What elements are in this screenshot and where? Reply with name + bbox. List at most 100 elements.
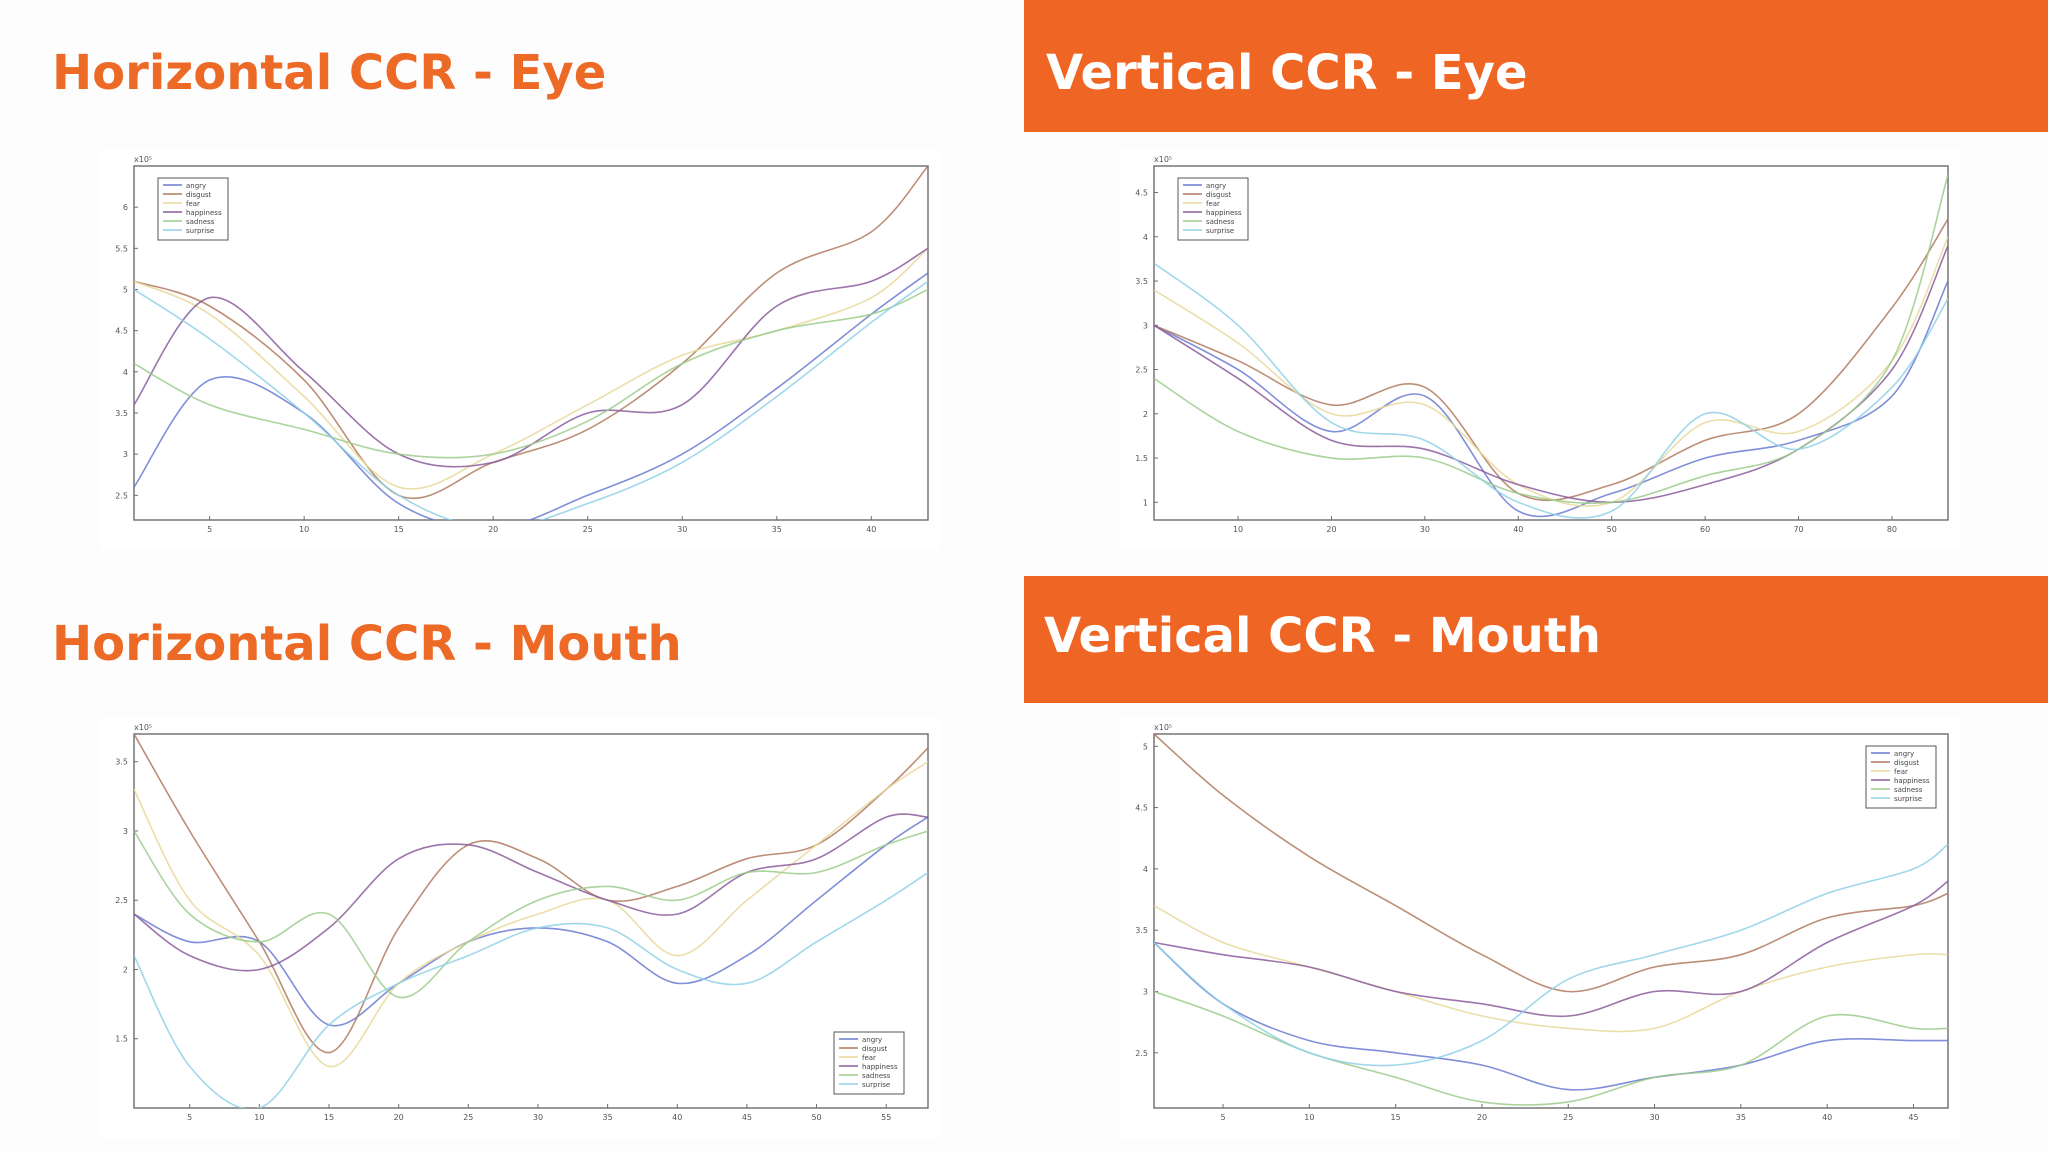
legend-entry-fear: fear: [1894, 768, 1908, 776]
y-tick-label: 4: [1143, 233, 1148, 242]
x-tick-label: 20: [488, 525, 498, 534]
series-line-disgust: [134, 734, 928, 1054]
legend-entry-happiness: happiness: [862, 1063, 898, 1071]
legend-entry-surprise: surprise: [1206, 227, 1234, 235]
x-tick-label: 50: [811, 1113, 821, 1122]
series-line-happiness: [1154, 880, 1948, 1018]
legend-entry-disgust: disgust: [1206, 191, 1232, 199]
title-band-vertical-eye: Vertical CCR - Eye: [1024, 0, 2048, 132]
series-line-fear: [134, 761, 928, 1068]
y-tick-label: 3: [123, 450, 128, 459]
legend-entry-disgust: disgust: [1894, 759, 1920, 767]
legend-entry-happiness: happiness: [1894, 777, 1930, 785]
x-tick-label: 10: [1304, 1113, 1314, 1122]
y-tick-label: 3.5: [115, 758, 128, 767]
y-tick-label: 1: [1143, 498, 1148, 507]
plot-area: [133, 733, 929, 1109]
y-tick-label: 6: [123, 203, 128, 212]
x-tick-label: 10: [254, 1113, 264, 1122]
y-tick-label: 1.5: [1135, 454, 1148, 463]
x-tick-label: 15: [394, 525, 404, 534]
legend-entry-angry: angry: [186, 182, 206, 190]
series-line-surprise: [134, 280, 928, 520]
series-line-happiness: [1154, 245, 1948, 504]
x-tick-label: 70: [1793, 525, 1803, 534]
x-tick-label: 30: [533, 1113, 543, 1122]
legend-entry-fear: fear: [862, 1054, 876, 1062]
series-line-surprise: [1154, 843, 1948, 1067]
series-line-angry: [1154, 941, 1948, 1091]
chart-svg: x10⁵ 5 10 15 20 25 30 35 40 45 50 55 1.5 2 2.5 3 3.5 angr…: [115, 723, 929, 1122]
legend-entry-surprise: surprise: [186, 227, 214, 235]
chart-horizontal-mouth: x10⁵ 5 10 15 20 25 30 35 40 45 50 55 1.5 2 2.5 3 3.5 angr…: [100, 718, 940, 1138]
chart-vertical-eye: x10⁵ 10 20 30 40 50 60 70 80 1 1.5 2 2.5 3 3.5 4 4.5 angr…: [1120, 150, 1960, 550]
x-tick-label: 30: [1420, 525, 1430, 534]
y-tick-label: 2.5: [115, 491, 128, 500]
plot-area: [133, 165, 929, 521]
legend-entry-fear: fear: [186, 200, 200, 208]
series-line-sadness: [1154, 174, 1948, 505]
x-tick-label: 35: [1736, 1113, 1746, 1122]
axis-exponent-label: x10⁵: [134, 155, 152, 164]
chart-horizontal-eye: x10⁵ 5 10 15 20 25 30 35 40 2.5 3 3.5 4 4.5 5 5.5 6 angry…: [100, 150, 940, 550]
x-tick-label: 45: [742, 1113, 752, 1122]
y-tick-label: 2: [1143, 410, 1148, 419]
chart-vertical-mouth: x10⁵ 5 10 15 20 25 30 35 40 45 2.5 3 3.5 4 4.5 5 angry di…: [1120, 718, 1960, 1138]
series-line-fear: [1154, 236, 1948, 507]
legend-entry-sadness: sadness: [862, 1072, 891, 1080]
chart-title-vertical-mouth: Vertical CCR - Mouth: [1044, 608, 1601, 664]
chart-svg: x10⁵ 5 10 15 20 25 30 35 40 45 2.5 3 3.5 4 4.5 5 angrydi…: [1135, 723, 1949, 1122]
y-tick-label: 3.5: [1135, 277, 1148, 286]
legend-box: [157, 177, 229, 241]
x-tick-label: 40: [866, 525, 876, 534]
y-tick-label: 4: [1143, 865, 1148, 874]
x-tick-label: 5: [1220, 1113, 1225, 1122]
plot-area: [1153, 733, 1949, 1109]
legend-entry-sadness: sadness: [1894, 786, 1923, 794]
y-tick-label: 5: [1143, 742, 1148, 751]
y-tick-label: 4.5: [1135, 804, 1148, 813]
series-line-angry: [134, 272, 928, 520]
chart-title-vertical-eye: Vertical CCR - Eye: [1046, 45, 1528, 101]
legend-entry-sadness: sadness: [1206, 218, 1235, 226]
x-tick-label: 40: [672, 1113, 682, 1122]
x-tick-label: 60: [1700, 525, 1710, 534]
legend-entry-surprise: surprise: [862, 1081, 890, 1089]
chart-title-horizontal-mouth: Horizontal CCR - Mouth: [52, 616, 682, 672]
y-tick-label: 5.5: [115, 244, 128, 253]
x-tick-label: 15: [1391, 1113, 1401, 1122]
axis-exponent-label: x10⁵: [134, 723, 152, 732]
y-tick-label: 3.5: [1135, 926, 1148, 935]
x-tick-label: 40: [1513, 525, 1523, 534]
x-tick-label: 25: [463, 1113, 473, 1122]
x-tick-label: 20: [1477, 1113, 1487, 1122]
axis-exponent-label: x10⁵: [1154, 155, 1172, 164]
legend-entry-fear: fear: [1206, 200, 1220, 208]
x-tick-label: 15: [324, 1113, 334, 1122]
series-line-surprise: [134, 871, 928, 1108]
chart-svg: x10⁵ 10 20 30 40 50 60 70 80 1 1.5 2 2.5 3 3.5 4 4.5 angr…: [1135, 155, 1949, 534]
y-tick-label: 2.5: [115, 896, 128, 905]
legend-entry-surprise: surprise: [1894, 795, 1922, 803]
legend-entry-sadness: sadness: [186, 218, 215, 226]
y-tick-label: 4: [123, 368, 128, 377]
y-tick-label: 5: [123, 285, 128, 294]
x-tick-label: 30: [1649, 1113, 1659, 1122]
x-tick-label: 5: [187, 1113, 192, 1122]
series-line-disgust: [134, 166, 928, 500]
series-line-fear: [134, 247, 928, 490]
x-tick-label: 40: [1822, 1113, 1832, 1122]
y-tick-label: 4.5: [1135, 189, 1148, 198]
x-tick-label: 35: [603, 1113, 613, 1122]
x-tick-label: 20: [1326, 525, 1336, 534]
legend-entry-angry: angry: [1206, 182, 1226, 190]
y-tick-label: 1.5: [115, 1035, 128, 1044]
x-tick-label: 5: [207, 525, 212, 534]
y-tick-label: 2: [123, 965, 128, 974]
x-tick-label: 80: [1887, 525, 1897, 534]
series-line-sadness: [134, 288, 928, 459]
legend-entry-disgust: disgust: [862, 1045, 888, 1053]
